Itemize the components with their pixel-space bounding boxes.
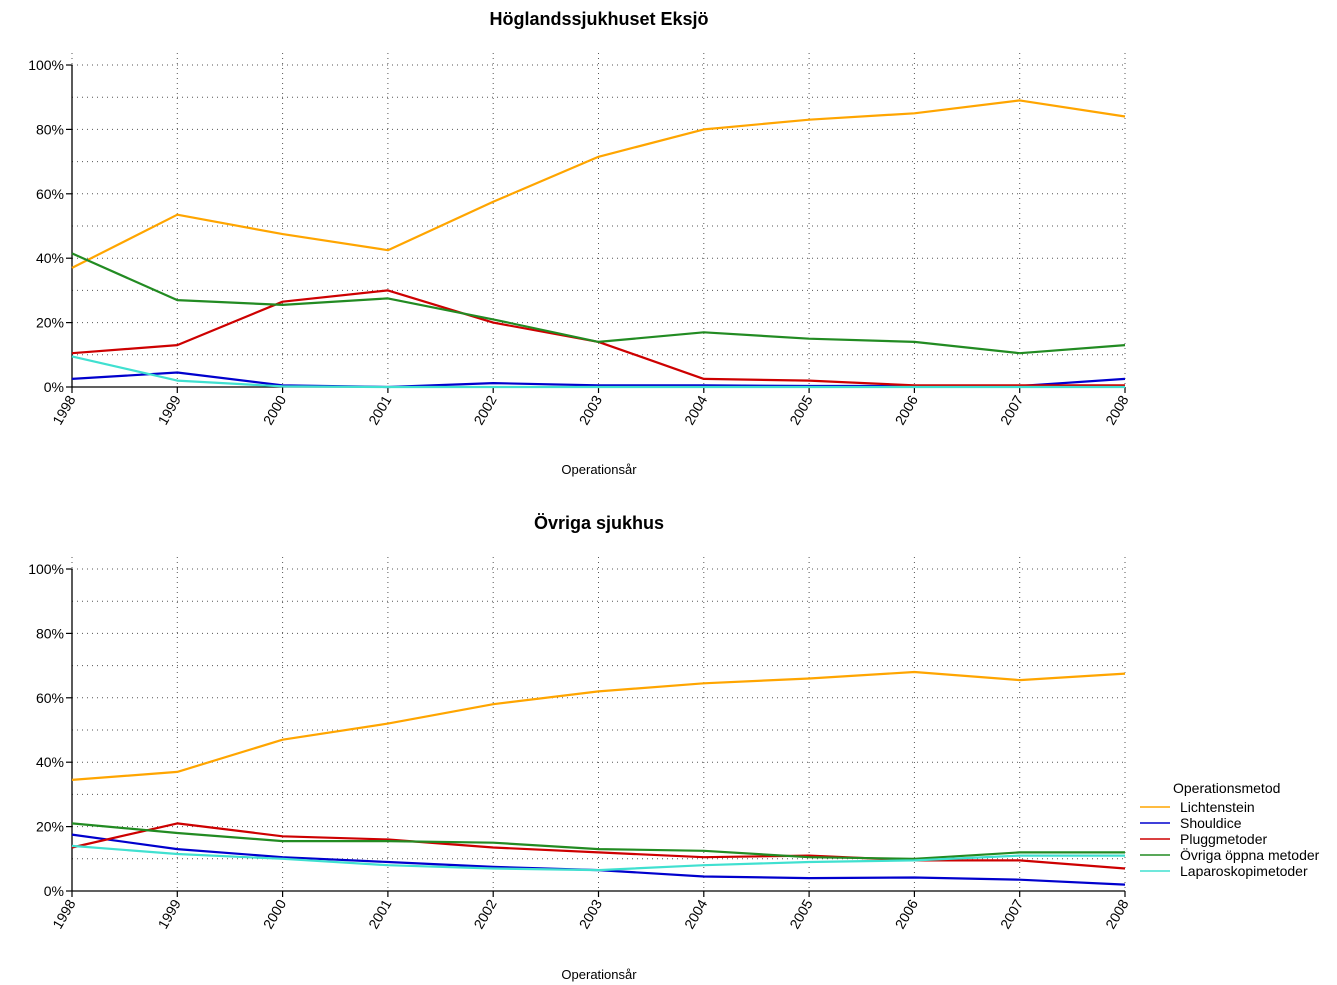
legend-label: Pluggmetoder xyxy=(1180,831,1268,847)
series-line-pluggmetoder xyxy=(71,289,1125,387)
x-tick-label: 2008 xyxy=(1102,896,1132,931)
y-tick-label: 20% xyxy=(36,819,64,835)
x-tick-label: 2005 xyxy=(786,392,816,427)
y-tick-label: 40% xyxy=(36,250,64,266)
x-tick-label: 2008 xyxy=(1102,392,1132,427)
plot-area: 0% 20% 40% 60% 80% 100% 1998 1999 2000 2001 2002 20… xyxy=(28,557,1132,931)
x-tick-label: 1999 xyxy=(154,896,184,931)
x-tick-label: 2007 xyxy=(997,896,1027,931)
y-tick-label: 20% xyxy=(36,315,64,331)
legend-label: Laparoskopimetoder xyxy=(1180,863,1308,879)
chart-panel-ovriga: Övriga sjukhus Operationsår 0% 20% 40% 60% 8… xyxy=(28,513,1132,982)
series-line-laparoskopimetoder xyxy=(71,355,1125,389)
x-tick-label: 2001 xyxy=(365,392,395,427)
series-line-lichtenstein xyxy=(71,670,1126,781)
y-tick-label: 0% xyxy=(44,379,64,395)
series-line-laparoskopimetoder xyxy=(71,844,1125,872)
x-tick-label: 2003 xyxy=(576,896,606,931)
x-tick-label: 2003 xyxy=(576,392,606,427)
x-tick-label: 1999 xyxy=(154,392,184,427)
x-tick-label: 2002 xyxy=(470,896,500,931)
y-tick-label: 60% xyxy=(36,186,64,202)
y-tick-label: 80% xyxy=(36,625,64,641)
x-tick-label: 1998 xyxy=(49,392,79,427)
x-tick-label: 2000 xyxy=(260,896,290,931)
y-tick-label: 0% xyxy=(44,883,64,899)
legend-title: Operationsmetod xyxy=(1173,780,1280,796)
series-line-övriga-öppna-metoder xyxy=(71,822,1125,860)
x-tick-label: 2006 xyxy=(892,896,922,931)
series-line-pluggmetoder xyxy=(71,822,1126,870)
y-tick-label: 80% xyxy=(36,121,64,137)
legend: Operationsmetod LichtensteinShouldicePlu… xyxy=(1140,780,1320,879)
legend-items: LichtensteinShouldicePluggmetoderÖvriga … xyxy=(1140,799,1320,879)
x-tick-label: 2002 xyxy=(470,392,500,427)
x-tick-label: 2004 xyxy=(681,392,711,427)
chart-panel-eksjo: Höglandssjukhuset Eksjö Operationsår 0% 2… xyxy=(28,9,1132,477)
x-axis-label: Operationsår xyxy=(561,462,637,477)
y-tick-label: 100% xyxy=(28,57,64,73)
x-tick-label: 1998 xyxy=(49,896,79,931)
x-tick-label: 2006 xyxy=(892,392,922,427)
x-tick-label: 2001 xyxy=(365,896,395,931)
x-tick-label: 2000 xyxy=(260,392,290,427)
series-line-lichtenstein xyxy=(71,99,1126,269)
chart-title: Övriga sjukhus xyxy=(534,513,664,533)
series-line-övriga-öppna-metoder xyxy=(71,252,1126,355)
x-axis-label: Operationsår xyxy=(561,967,637,982)
y-tick-label: 100% xyxy=(28,561,64,577)
x-tick-label: 2005 xyxy=(786,896,816,931)
legend-label: Shouldice xyxy=(1180,815,1242,831)
legend-label: Lichtenstein xyxy=(1180,799,1255,815)
y-tick-label: 40% xyxy=(36,754,64,770)
legend-label: Övriga öppna metoder xyxy=(1180,846,1320,863)
y-tick-label: 60% xyxy=(36,690,64,706)
x-tick-label: 2004 xyxy=(681,896,711,931)
chart-title: Höglandssjukhuset Eksjö xyxy=(489,9,708,29)
plot-area: 0% 20% 40% 60% 80% 100% 1998 1999 2000 2001 2002 20… xyxy=(28,53,1132,427)
x-tick-label: 2007 xyxy=(997,392,1027,427)
